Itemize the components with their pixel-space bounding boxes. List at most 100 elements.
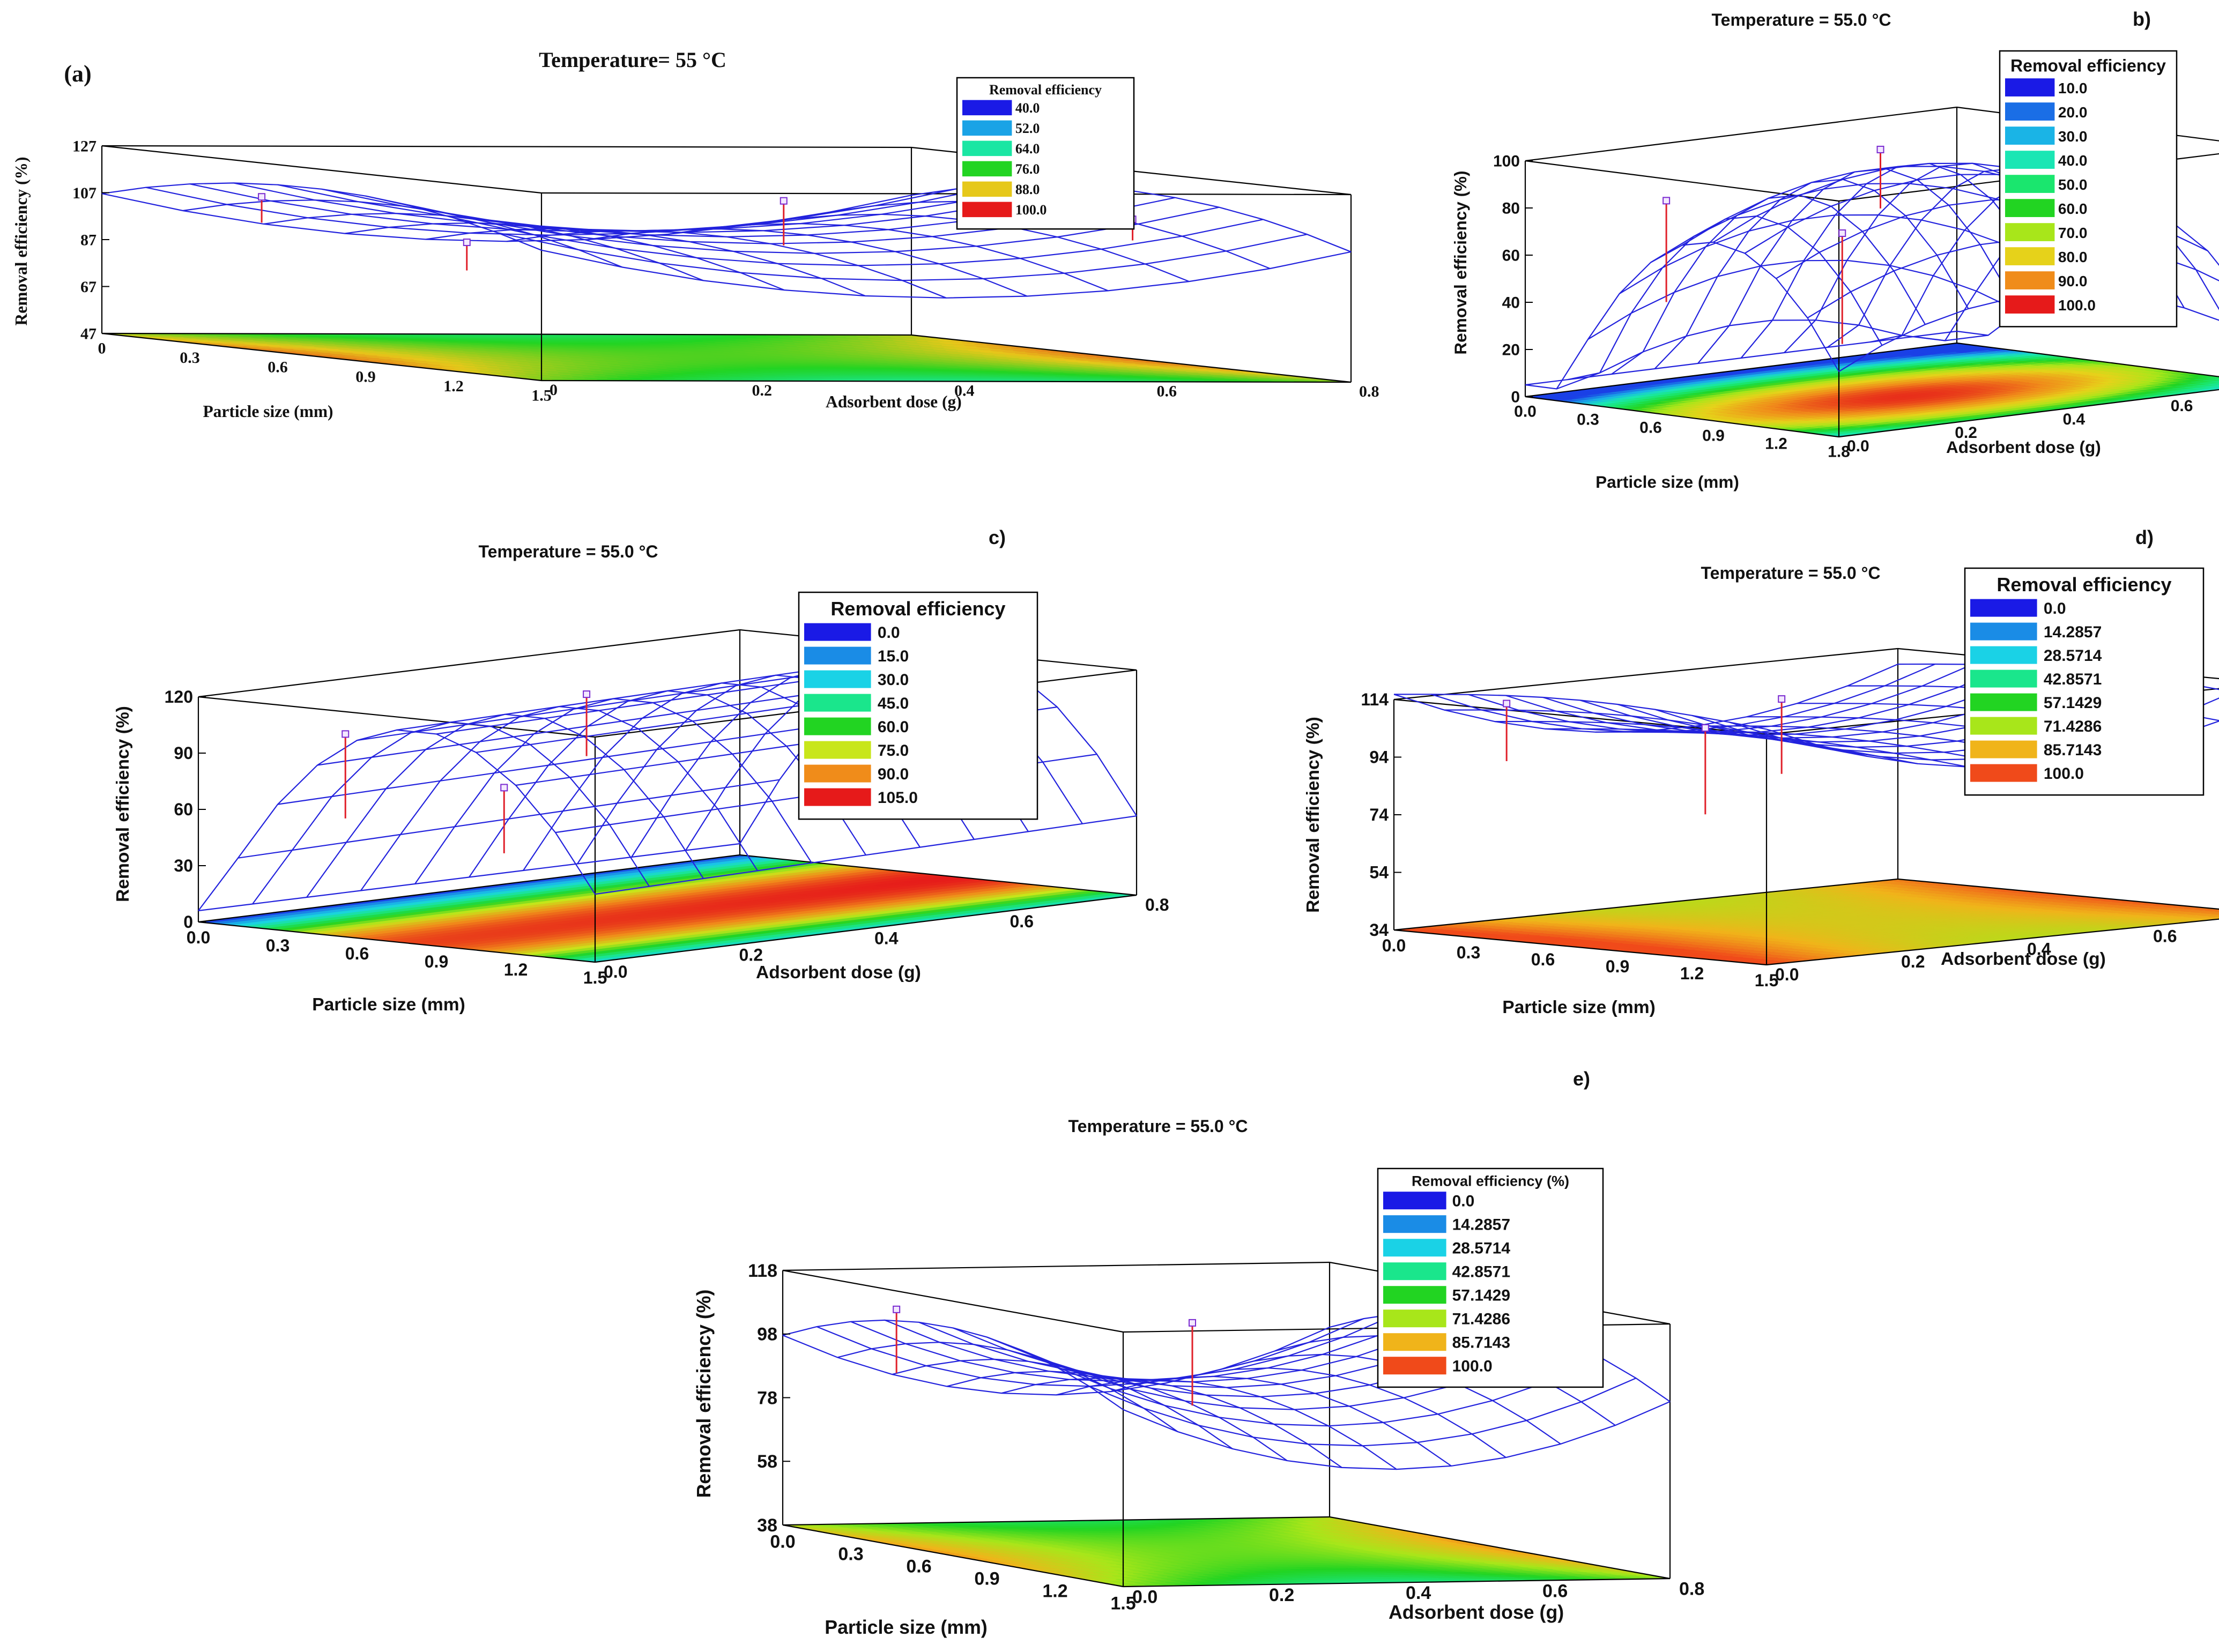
- box-edge: [198, 629, 740, 698]
- legend: Removal efficiency10.020.030.040.050.060…: [1999, 50, 2178, 328]
- legend-swatch: [804, 646, 871, 665]
- legend: Removal efficiency 40.0 52.0 64.0 76.0 88.0 10…: [956, 77, 1135, 230]
- y-tick-label: 0.6: [2171, 397, 2193, 415]
- legend-level: 76.0: [1015, 161, 1040, 177]
- legend-swatch: [2005, 78, 2055, 96]
- legend-level: 64.0: [1015, 141, 1040, 157]
- legend-level: 80.0: [2058, 249, 2088, 265]
- y-tick-label: 0.8: [1145, 895, 1169, 914]
- z-tick-label: 100: [1493, 153, 1520, 170]
- x-tick-label: 1.2: [443, 377, 464, 395]
- legend-swatch: [804, 623, 871, 641]
- legend-title: Removal efficiency: [989, 82, 1102, 98]
- y-tick-label: 0: [550, 381, 558, 399]
- legend-title: Removal efficiency: [2010, 56, 2166, 75]
- legend-swatch: [2005, 223, 2055, 241]
- legend-swatch: [804, 694, 871, 712]
- legend-level: 40.0: [1015, 100, 1040, 116]
- legend-swatch: [2005, 247, 2055, 265]
- point-marker: [463, 239, 471, 247]
- observed-point: [1663, 197, 1671, 302]
- box-edge: [1525, 106, 1957, 162]
- chart-panel-3: 0.0 0.3 0.6 0.9 1.2 1.50.00.20.40.60.80306090…: [113, 526, 1169, 1015]
- z-tick-label: 90: [174, 743, 193, 763]
- legend-level: 105.0: [878, 789, 918, 807]
- point-marker: [1838, 229, 1846, 237]
- legend-title: Removal efficiency: [830, 598, 1005, 620]
- y-axis-label: Adsorbent dose (g): [826, 392, 962, 411]
- legend-swatch: [2005, 175, 2055, 193]
- point-marker: [1876, 145, 1884, 153]
- legend: Removal efficiency0.015.030.045.060.075.…: [798, 591, 1038, 820]
- chart-panel-2: 0.00.30.60.91.21.80.00.20.40.60.80204060…: [1451, 8, 2219, 492]
- observed-point: [463, 239, 471, 271]
- x-tick-label: 0.6: [268, 359, 288, 376]
- wire-line: [497, 232, 1308, 281]
- box-edge: [101, 145, 912, 148]
- x-tick-label: 1.2: [504, 960, 528, 979]
- x-tick-label: 0.9: [355, 368, 376, 385]
- legend-level: 40.0: [2058, 152, 2088, 169]
- chart-title: Temperature = 55.0 °C: [478, 542, 658, 561]
- legend-swatch: [962, 100, 1012, 116]
- chart-title: Temperature= 55 °C: [539, 48, 726, 72]
- point-marker: [342, 730, 350, 738]
- wire-line: [1568, 215, 1883, 381]
- chart-panel-1: 00.30.60.91.21.50 0.2 0.4 0.6 0.847678710712…: [12, 48, 1379, 421]
- y-tick-label: 0.6: [1010, 912, 1034, 931]
- legend-swatch: [962, 161, 1012, 177]
- x-tick-label: 0.3: [266, 936, 290, 955]
- y-tick-label: 0.6: [1157, 382, 1177, 400]
- point-marker: [1663, 197, 1671, 205]
- legend-swatch: [2005, 151, 2055, 169]
- legend-level: 10.0: [2058, 80, 2088, 96]
- legend-swatch: [962, 120, 1012, 136]
- box-edge: [541, 192, 1352, 196]
- x-tick-label: 1.2: [1765, 435, 1787, 453]
- y-axis-label: Adsorbent dose (g): [1946, 437, 2101, 457]
- legend-level: 52.0: [1015, 121, 1040, 136]
- legend-swatch: [962, 181, 1012, 197]
- legend-level: 60.0: [2058, 200, 2088, 217]
- z-tick-label: 0: [183, 912, 193, 932]
- contour-floor: [1525, 343, 2219, 437]
- wire-line: [1654, 178, 1969, 369]
- contour-floor: [198, 854, 1137, 963]
- legend-swatch: [804, 741, 871, 759]
- legend-level: 88.0: [1015, 182, 1040, 197]
- y-axis-label: Adsorbent dose (g): [756, 963, 921, 983]
- legend-swatch: [2005, 126, 2055, 145]
- chart-panel-4: 0.00.30.60.91.21.50.00.20.40.60.83454749…: [1303, 526, 2219, 1017]
- z-tick-label: 60: [1502, 247, 1520, 265]
- chart-title: Temperature = 55.0 °C: [1711, 10, 1891, 29]
- wire-line: [344, 222, 785, 291]
- z-tick-label: 120: [165, 687, 193, 706]
- y-tick-label: 0.4: [2063, 411, 2086, 428]
- legend-swatch: [962, 140, 1012, 157]
- point-marker: [500, 784, 508, 792]
- x-axis-label: Particle size (mm): [312, 995, 465, 1015]
- y-tick-label: 0.2: [739, 946, 763, 965]
- legend-level: 30.0: [2058, 128, 2088, 145]
- legend-level: 70.0: [2058, 225, 2088, 241]
- legend-swatch: [804, 717, 871, 735]
- z-tick-label: 20: [1502, 341, 1520, 359]
- observed-point: [258, 193, 266, 223]
- z-tick-label: 127: [72, 138, 97, 155]
- panel-label: b): [2133, 8, 2151, 30]
- z-axis-label: Removal efficiency (%): [1451, 170, 1470, 354]
- legend-swatch: [2005, 199, 2055, 217]
- z-tick-label: 87: [80, 232, 97, 249]
- legend-swatch: [804, 764, 871, 783]
- point-marker: [780, 197, 788, 205]
- x-tick-label: 1.5: [531, 387, 552, 405]
- legend-level: 75.0: [878, 742, 909, 760]
- wire-line: [1587, 259, 2020, 340]
- observed-point: [583, 690, 591, 756]
- z-tick-label: 30: [174, 856, 193, 875]
- wire-line: [189, 183, 1000, 233]
- legend-level: 45.0: [878, 695, 909, 712]
- surface-wireframe: [101, 182, 1352, 299]
- legend-level: 100.0: [1015, 202, 1047, 218]
